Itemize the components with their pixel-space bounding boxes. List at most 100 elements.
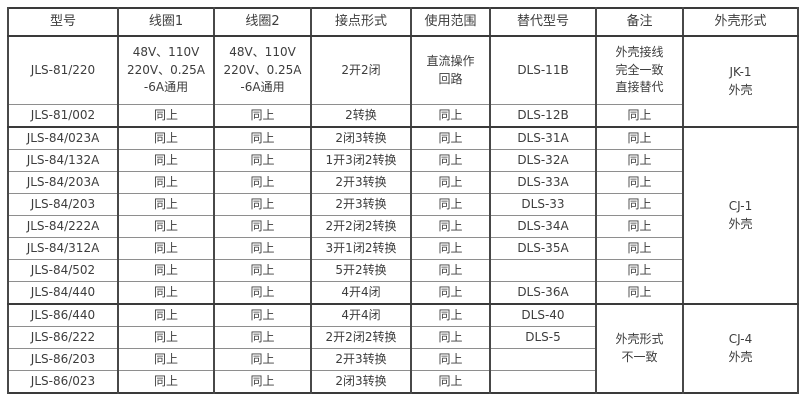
cell-coil2: 同上 — [213, 370, 312, 394]
cell-coil1: 同上 — [117, 348, 215, 371]
cell-usage: 同上 — [410, 171, 491, 194]
table-row: JLS-84/132A 同上 同上 1开3闭2转换 同上 DLS-32A 同上 — [7, 149, 798, 172]
cell-model: JLS-84/132A — [7, 149, 119, 172]
cell-coil1: 同上 — [117, 149, 215, 172]
table-row: JLS-84/440 同上 同上 4开4闭 同上 DLS-36A 同上 — [7, 281, 798, 305]
cell-coil1: 同上 — [117, 193, 215, 216]
cell-coil2: 同上 — [213, 215, 312, 238]
header-replacement-model: 替代型号 — [489, 7, 597, 37]
cell-note: 同上 — [595, 259, 684, 282]
cell-note: 同上 — [595, 215, 684, 238]
cell-model: JLS-84/203 — [7, 193, 119, 216]
cell-contact: 2开3转换 — [310, 193, 412, 216]
table-row: JLS-84/502 同上 同上 5开2转换 同上 同上 — [7, 259, 798, 282]
cell-coil1: 同上 — [117, 171, 215, 194]
cell-shell-jk1: JK-1 外壳 — [682, 35, 799, 128]
cell-replacement: DLS-12B — [489, 104, 597, 128]
cell-replacement — [489, 348, 597, 371]
header-shell-form: 外壳形式 — [682, 7, 799, 37]
cell-usage: 同上 — [410, 126, 491, 150]
cell-model: JLS-84/502 — [7, 259, 119, 282]
cell-coil1: 同上 — [117, 126, 215, 150]
cell-coil2: 同上 — [213, 281, 312, 305]
cell-contact: 4开4闭 — [310, 303, 412, 327]
table-row: JLS-84/023A 同上 同上 2闭3转换 同上 DLS-31A 同上 CJ… — [7, 126, 799, 305]
cell-note: 同上 — [595, 281, 684, 305]
cell-note: 同上 — [595, 104, 684, 128]
cell-shell-cj1: CJ-1 外壳 — [682, 126, 799, 305]
table-row: JLS-86/222 同上 同上 2开2闭2转换 同上 DLS-5 — [7, 326, 798, 349]
table-row: JLS-84/203 同上 同上 2开3转换 同上 DLS-33 同上 — [7, 193, 798, 216]
header-usage-range: 使用范围 — [410, 7, 491, 37]
cell-replacement: DLS-35A — [489, 237, 597, 260]
header-contact-form: 接点形式 — [310, 7, 412, 37]
cell-contact: 5开2转换 — [310, 259, 412, 282]
cell-model: JLS-86/203 — [7, 348, 119, 371]
cell-replacement: DLS-5 — [489, 326, 597, 349]
cell-note: 同上 — [595, 237, 684, 260]
cell-note: 外壳接线 完全一致 直接替代 — [595, 35, 684, 105]
cell-contact: 3开1闭2转换 — [310, 237, 412, 260]
cell-contact: 2转换 — [310, 104, 412, 128]
cell-model: JLS-81/002 — [7, 104, 119, 128]
cell-usage: 同上 — [410, 104, 491, 128]
cell-model: JLS-84/222A — [7, 215, 119, 238]
table-row: JLS-84/312A 同上 同上 3开1闭2转换 同上 DLS-35A 同上 — [7, 237, 798, 260]
cell-model: JLS-84/440 — [7, 281, 119, 305]
cell-coil2: 同上 — [213, 193, 312, 216]
cell-contact: 2闭3转换 — [310, 126, 412, 150]
cell-coil2: 同上 — [213, 303, 312, 327]
cell-coil1: 同上 — [117, 281, 215, 305]
cell-coil2: 同上 — [213, 126, 312, 150]
cell-contact: 2开3转换 — [310, 171, 412, 194]
cell-model: JLS-86/222 — [7, 326, 119, 349]
cell-usage: 同上 — [410, 237, 491, 260]
cell-model: JLS-86/023 — [7, 370, 119, 394]
cell-model: JLS-86/440 — [7, 303, 119, 327]
cell-model: JLS-84/312A — [7, 237, 119, 260]
cell-usage: 同上 — [410, 281, 491, 305]
cell-usage: 同上 — [410, 326, 491, 349]
relay-spec-table: 型号 线圈1 线圈2 接点形式 使用范围 替代型号 备注 外壳形式 JLS-81… — [7, 7, 799, 394]
cell-contact: 2开2闭2转换 — [310, 215, 412, 238]
cell-coil1: 同上 — [117, 215, 215, 238]
table-row: JLS-86/440 同上 同上 4开4闭 同上 DLS-40 外壳形式 不一致… — [7, 303, 799, 394]
cell-replacement — [489, 259, 597, 282]
cell-shell-cj4: CJ-4 外壳 — [682, 303, 799, 394]
cell-model: JLS-81/220 — [7, 35, 119, 105]
cell-coil2: 同上 — [213, 348, 312, 371]
table-header: 型号 线圈1 线圈2 接点形式 使用范围 替代型号 备注 外壳形式 — [7, 7, 799, 37]
cell-coil1: 同上 — [117, 237, 215, 260]
cell-contact: 1开3闭2转换 — [310, 149, 412, 172]
cell-coil2: 同上 — [213, 149, 312, 172]
cell-coil1: 48V、110V 220V、0.25A -6A通用 — [117, 35, 215, 105]
cell-replacement: DLS-34A — [489, 215, 597, 238]
cell-usage: 直流操作 回路 — [410, 35, 491, 105]
cell-coil2: 同上 — [213, 326, 312, 349]
cell-model: JLS-84/023A — [7, 126, 119, 150]
cell-coil1: 同上 — [117, 259, 215, 282]
table-row: JLS-81/220 48V、110V 220V、0.25A -6A通用 48V… — [7, 35, 799, 128]
header-row: 型号 线圈1 线圈2 接点形式 使用范围 替代型号 备注 外壳形式 — [7, 7, 799, 37]
cell-usage: 同上 — [410, 259, 491, 282]
cell-note: 同上 — [595, 149, 684, 172]
table-row: JLS-84/222A 同上 同上 2开2闭2转换 同上 DLS-34A 同上 — [7, 215, 798, 238]
cell-usage: 同上 — [410, 348, 491, 371]
cell-replacement — [489, 370, 597, 394]
header-coil1: 线圈1 — [117, 7, 215, 37]
cell-usage: 同上 — [410, 215, 491, 238]
cell-coil2: 48V、110V 220V、0.25A -6A通用 — [213, 35, 312, 105]
cell-coil2: 同上 — [213, 259, 312, 282]
cell-replacement: DLS-33 — [489, 193, 597, 216]
cell-coil2: 同上 — [213, 237, 312, 260]
cell-coil2: 同上 — [213, 104, 312, 128]
cell-coil2: 同上 — [213, 171, 312, 194]
cell-usage: 同上 — [410, 303, 491, 327]
cell-note: 同上 — [595, 193, 684, 216]
cell-note-merged: 外壳形式 不一致 — [595, 303, 684, 394]
cell-contact: 2开2闭 — [310, 35, 412, 105]
cell-usage: 同上 — [410, 149, 491, 172]
cell-replacement: DLS-11B — [489, 35, 597, 105]
table-row: JLS-86/203 同上 同上 2开3转换 同上 — [7, 348, 798, 371]
cell-coil1: 同上 — [117, 303, 215, 327]
